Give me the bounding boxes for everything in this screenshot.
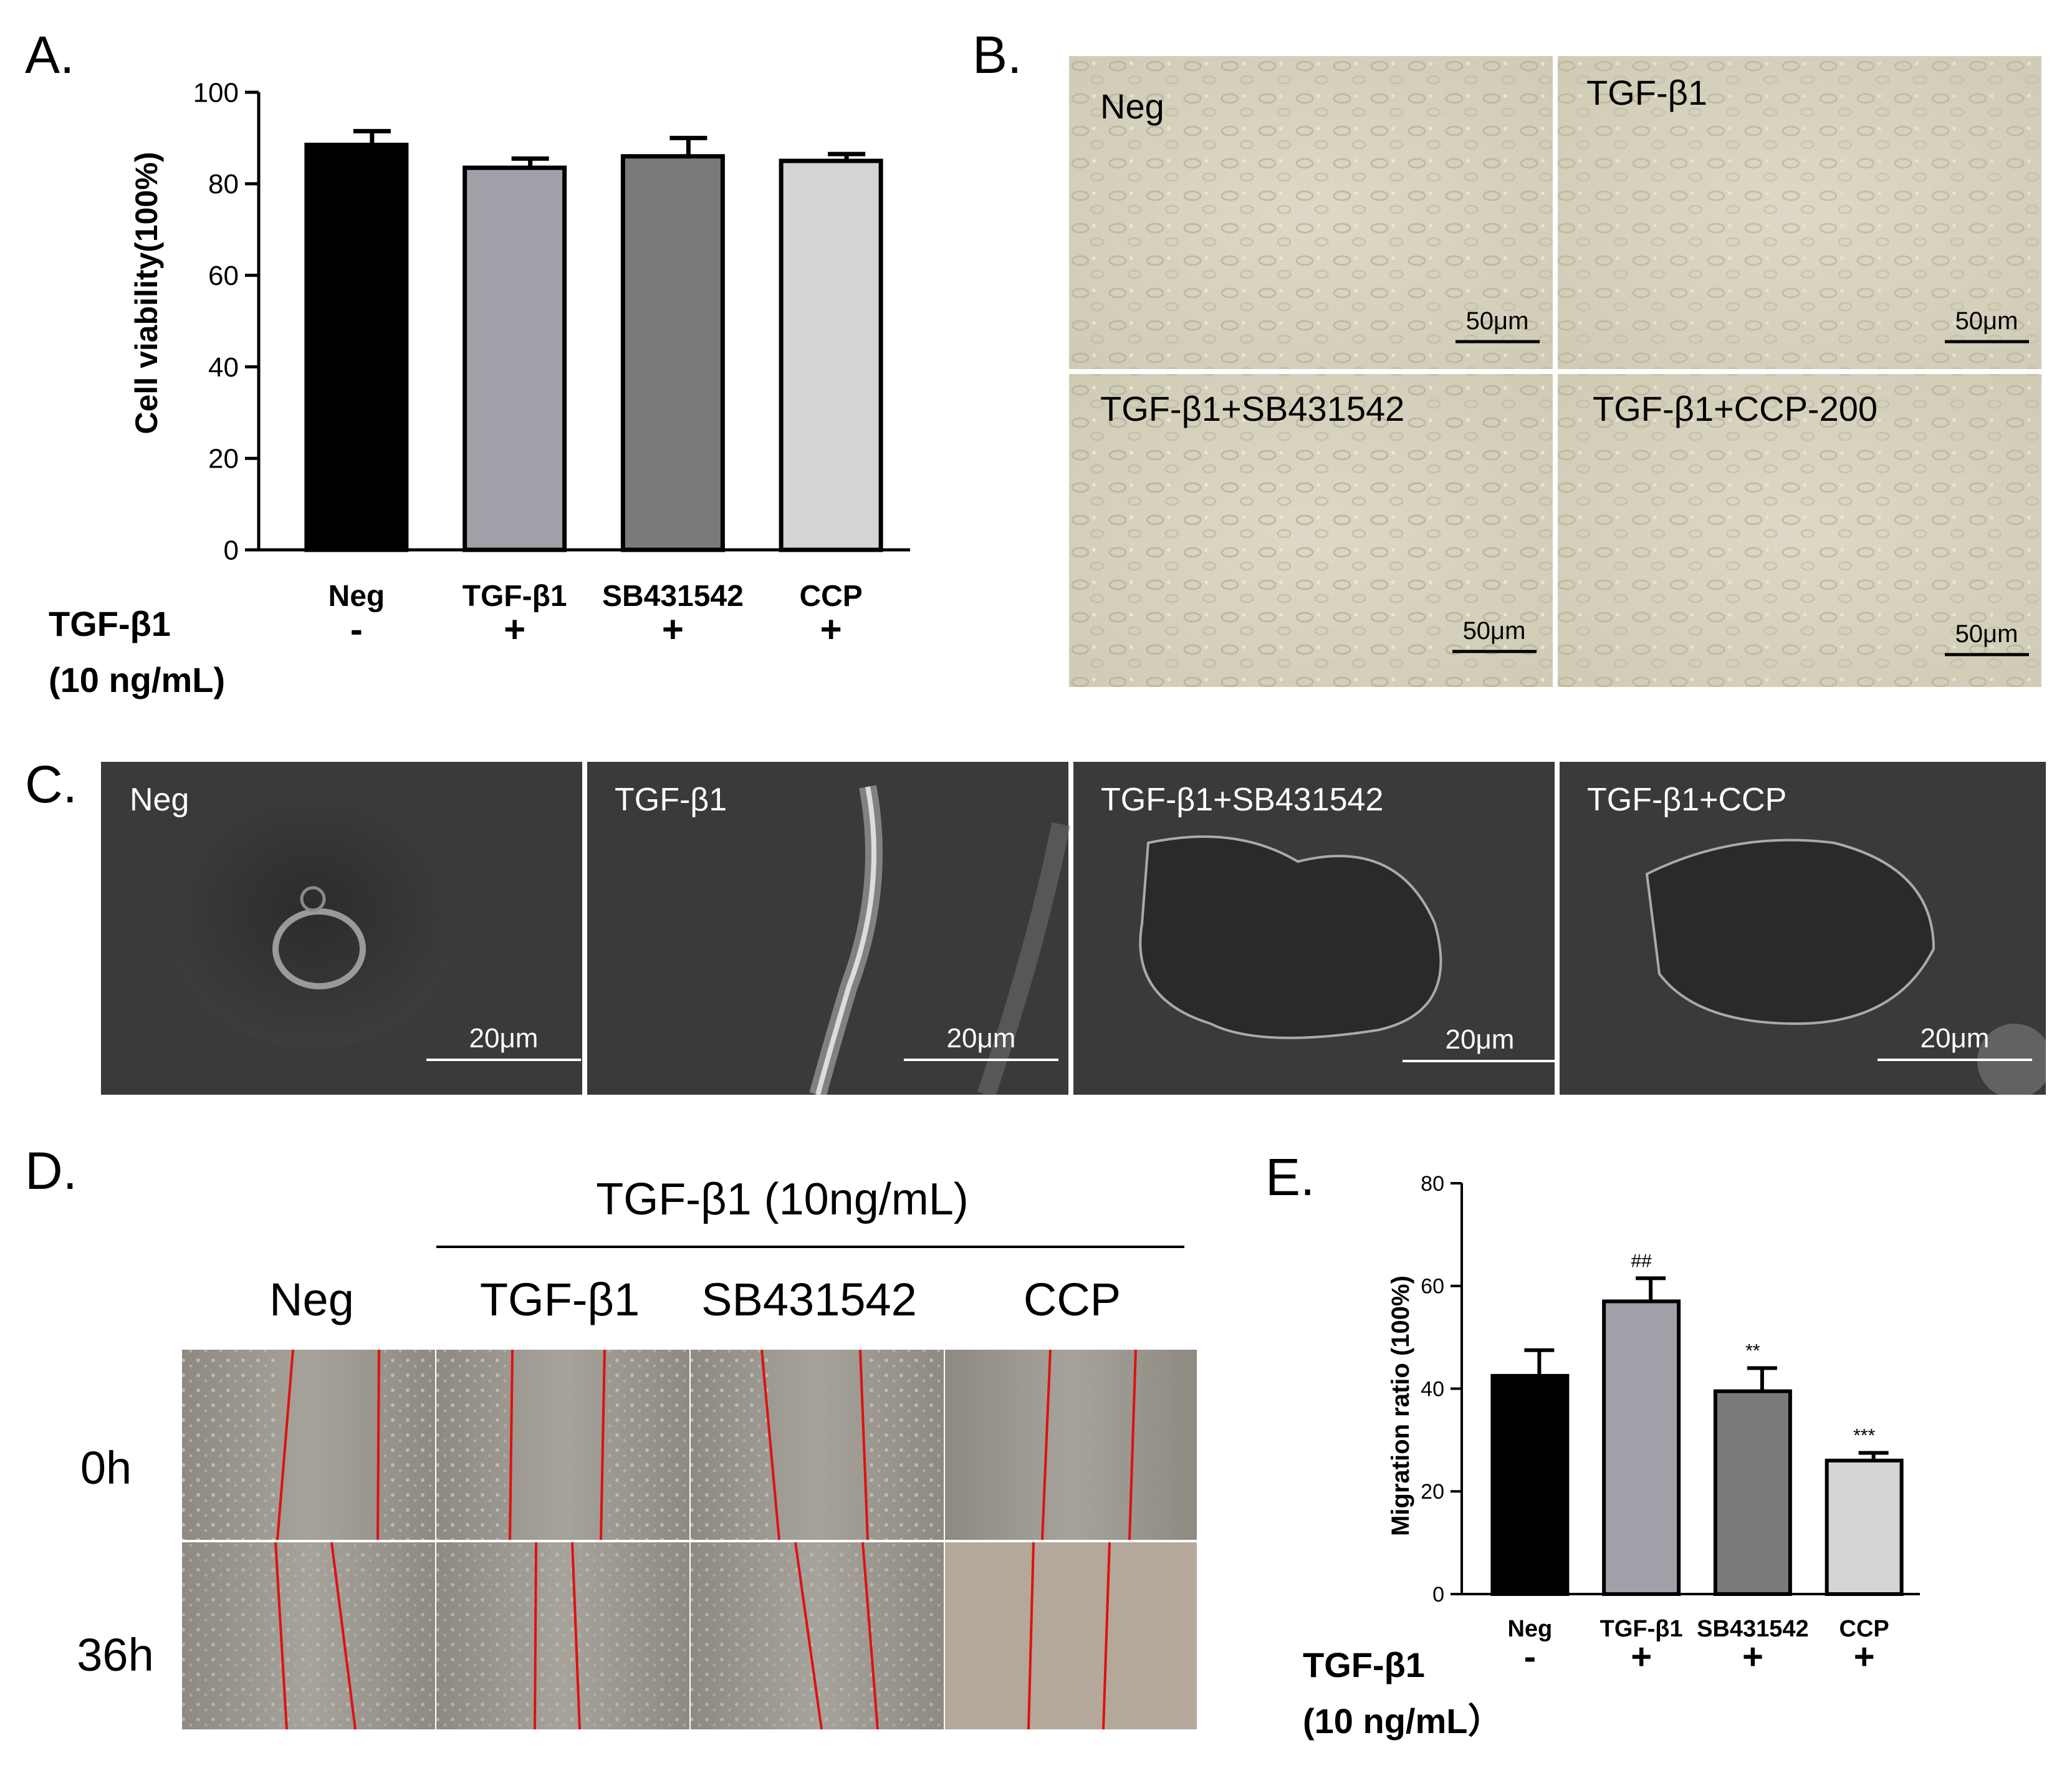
panel-label-d: D.: [25, 1141, 77, 1200]
wound-image-0h-tgf: [436, 1349, 689, 1540]
treatment-sign: +: [1854, 1636, 1875, 1677]
category-label: Neg: [1507, 1616, 1552, 1642]
y-axis-title: Cell viability(100%): [129, 152, 164, 435]
micrograph-b-neg: [1069, 56, 1553, 369]
treatment-sign: +: [504, 608, 525, 650]
y-tick-label: 40: [208, 352, 239, 383]
y-tick-label: 0: [1432, 1583, 1444, 1607]
panel-d: TGF-β1 (10ng/mL) Neg TGF-β1 SB431542 CCP…: [77, 1175, 1197, 1730]
y-tick-label: 100: [193, 77, 239, 108]
treatment-sign: +: [1631, 1636, 1652, 1677]
category-label: CCP: [1839, 1616, 1889, 1642]
micrograph-b-ccp: [1558, 374, 2041, 687]
y-tick-label: 60: [208, 261, 239, 291]
category-label: Neg: [329, 580, 385, 613]
y-tick-label: 80: [1421, 1172, 1444, 1196]
category-label: TGF-β1: [1600, 1616, 1683, 1642]
panel-label-e: E.: [1265, 1148, 1315, 1206]
category-label: CCP: [799, 580, 862, 613]
chart-e: Migration ratio (100%) 0 20 40 60 80 Neg- TGF-…: [1303, 1172, 1920, 1741]
bar: [1490, 1373, 1570, 1596]
panel-label-c: C.: [25, 755, 77, 814]
treatment-label-line2: (10 ng/mL）: [1303, 1701, 1502, 1741]
scale-bar-label: 20μm: [1446, 1024, 1515, 1055]
treatment-sign: -: [1524, 1636, 1536, 1677]
y-tick-label: 80: [208, 169, 239, 199]
treatment-sign: +: [820, 608, 842, 650]
wound-image-36h-sb: [691, 1542, 944, 1730]
panel-b-grid: Neg TGF-β1 TGF-β1+SB431542 TGF-β1+CCP-20…: [1069, 56, 2041, 687]
y-tick-label: 20: [1421, 1480, 1444, 1504]
wound-image-0h-neg: [182, 1349, 435, 1540]
significance-label: ##: [1631, 1251, 1652, 1271]
wound-image-0h-ccp: [945, 1349, 1197, 1540]
sem-image-sb: [1073, 762, 1555, 1095]
sem-image-neg: [101, 762, 582, 1095]
wound-image-0h-sb: [691, 1349, 944, 1540]
y-tick-label: 40: [1421, 1377, 1444, 1401]
bar: [1713, 1389, 1792, 1596]
row-header: 0h: [80, 1442, 132, 1494]
treatment-sign: -: [350, 608, 363, 650]
chart-a: Cell viability(100%) 0 20 40 60 80 100 Neg- TGF…: [49, 77, 910, 699]
scale-bar-label: 20μm: [947, 1023, 1016, 1054]
wound-image-36h-neg: [182, 1542, 435, 1730]
treatment-label-line2: (10 ng/mL): [49, 660, 225, 699]
sem-image-tgf: [587, 762, 1070, 1095]
panel-label-b: B.: [972, 26, 1022, 84]
bar: [779, 158, 883, 552]
treatment-label-line1: TGF-β1: [1303, 1645, 1425, 1684]
scale-bar-label: 50μm: [1955, 620, 2018, 648]
wound-image-36h-tgf: [436, 1542, 689, 1730]
column-header: SB431542: [701, 1274, 917, 1325]
sem-label: Neg: [130, 782, 189, 818]
column-header: TGF-β1: [480, 1274, 640, 1325]
y-tick-label: 20: [208, 444, 239, 474]
group-header: TGF-β1 (10ng/mL): [596, 1175, 969, 1224]
panel-c-strip: Neg TGF-β1 TGF-β1+SB431542 TGF-β1+CCP 20…: [101, 762, 2046, 1095]
y-tick-label: 0: [224, 535, 239, 565]
category-label: SB431542: [602, 580, 744, 613]
micrograph-label: TGF-β1+SB431542: [1100, 389, 1404, 428]
category-label: SB431542: [1697, 1616, 1809, 1642]
micrograph-label: Neg: [1100, 87, 1164, 126]
treatment-sign: +: [1742, 1636, 1763, 1677]
micrograph-b-sb: [1069, 374, 1553, 687]
treatment-label-line1: TGF-β1: [49, 604, 171, 643]
y-axis-title: Migration ratio (100%): [1387, 1276, 1414, 1536]
scale-bar-label: 50μm: [1466, 307, 1529, 335]
significance-label: **: [1745, 1341, 1760, 1362]
sem-label: TGF-β1: [615, 782, 727, 818]
column-header: Neg: [269, 1274, 354, 1325]
bar: [304, 142, 409, 552]
micrograph-label: TGF-β1: [1586, 73, 1707, 112]
bar: [1602, 1299, 1681, 1596]
bar: [463, 165, 567, 552]
row-header: 36h: [77, 1629, 153, 1681]
micrograph-b-tgf: [1558, 56, 2041, 369]
sem-label: TGF-β1+CCP: [1587, 782, 1787, 818]
scale-bar-label: 20μm: [469, 1023, 539, 1054]
scale-bar-label: 50μm: [1463, 617, 1526, 645]
significance-label: ***: [1853, 1425, 1875, 1446]
sem-label: TGF-β1+SB431542: [1101, 782, 1383, 818]
sem-image-ccp: [1560, 762, 2046, 1095]
panel-label-a: A.: [25, 26, 75, 84]
scale-bar-label: 50μm: [1955, 307, 2018, 335]
bar: [1825, 1458, 1904, 1597]
treatment-sign: +: [662, 608, 684, 650]
wound-image-36h-ccp: [945, 1542, 1197, 1730]
bar: [620, 154, 725, 552]
category-label: TGF-β1: [463, 580, 567, 613]
scale-bar-label: 20μm: [1921, 1023, 1990, 1054]
column-header: CCP: [1024, 1274, 1121, 1325]
y-tick-label: 60: [1421, 1275, 1444, 1299]
micrograph-label: TGF-β1+CCP-200: [1593, 389, 1878, 428]
